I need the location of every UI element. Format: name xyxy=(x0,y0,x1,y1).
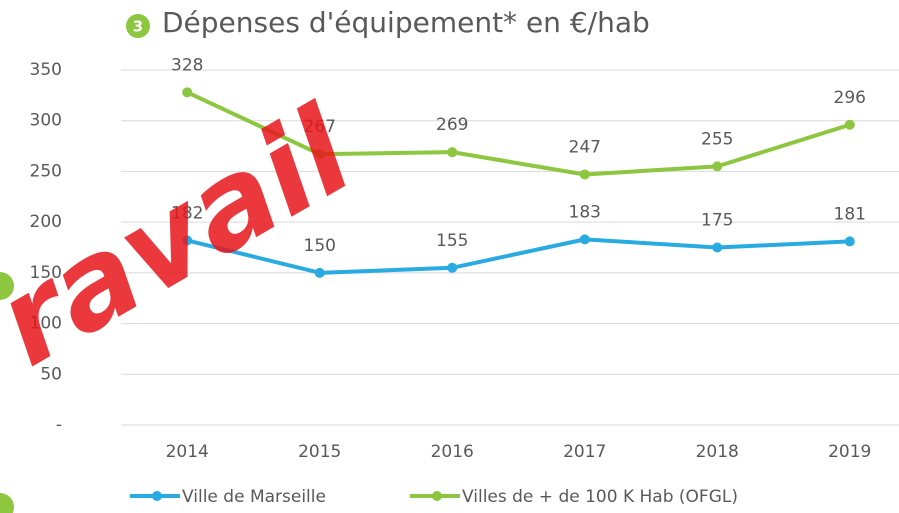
legend-marker xyxy=(152,491,162,501)
data-label: 328 xyxy=(171,55,203,75)
point xyxy=(182,235,193,246)
badge-number: 3 xyxy=(133,18,143,36)
data-label: 183 xyxy=(569,202,601,222)
x-tick-label: 2016 xyxy=(431,442,474,462)
data-label: 296 xyxy=(834,88,866,108)
plot-area: - 50 100 150 200 250 300 350 2014 2015 2016 2017 201… xyxy=(30,55,899,507)
x-tick-label: 2018 xyxy=(696,442,739,462)
data-label: 269 xyxy=(436,115,468,135)
y-tick-label: - xyxy=(56,415,62,435)
data-label: 267 xyxy=(304,117,336,137)
y-tick-label: 200 xyxy=(30,212,62,232)
legend-marker xyxy=(432,491,442,501)
point xyxy=(314,149,325,160)
point xyxy=(314,267,325,278)
legend-label: Villes de + de 100 K Hab (OFGL) xyxy=(462,487,738,507)
y-tick-label: 50 xyxy=(40,364,62,384)
data-label: 182 xyxy=(171,203,203,223)
legend-label: Ville de Marseille xyxy=(182,487,326,507)
chart-title: Dépenses d'équipement* en €/hab xyxy=(162,6,650,39)
x-tick-label: 2014 xyxy=(166,442,209,462)
decor-circle xyxy=(0,272,14,300)
y-tick-label: 350 xyxy=(30,60,62,80)
badge xyxy=(126,14,150,38)
point xyxy=(579,234,590,245)
y-tick-label: 100 xyxy=(30,314,62,334)
data-label: 181 xyxy=(834,204,866,224)
y-tick-label: 150 xyxy=(30,263,62,283)
data-label: 155 xyxy=(436,231,468,251)
data-label: 255 xyxy=(701,129,733,149)
series-line xyxy=(186,237,850,275)
data-label: 175 xyxy=(701,211,733,231)
data-label: 247 xyxy=(569,137,601,157)
y-tick-label: 250 xyxy=(30,161,62,181)
point xyxy=(844,236,855,247)
point xyxy=(712,161,723,172)
point xyxy=(579,169,590,180)
point xyxy=(447,147,458,158)
x-tick-label: 2015 xyxy=(298,442,341,462)
series-line xyxy=(186,90,851,177)
x-tick-label: 2019 xyxy=(828,442,871,462)
y-tick-label: 300 xyxy=(30,111,62,131)
point xyxy=(844,119,855,130)
data-label: 150 xyxy=(304,236,336,256)
x-tick-label: 2017 xyxy=(563,442,606,462)
point xyxy=(182,87,193,98)
decor-circle xyxy=(0,493,14,513)
point xyxy=(712,242,723,253)
point xyxy=(447,262,458,273)
